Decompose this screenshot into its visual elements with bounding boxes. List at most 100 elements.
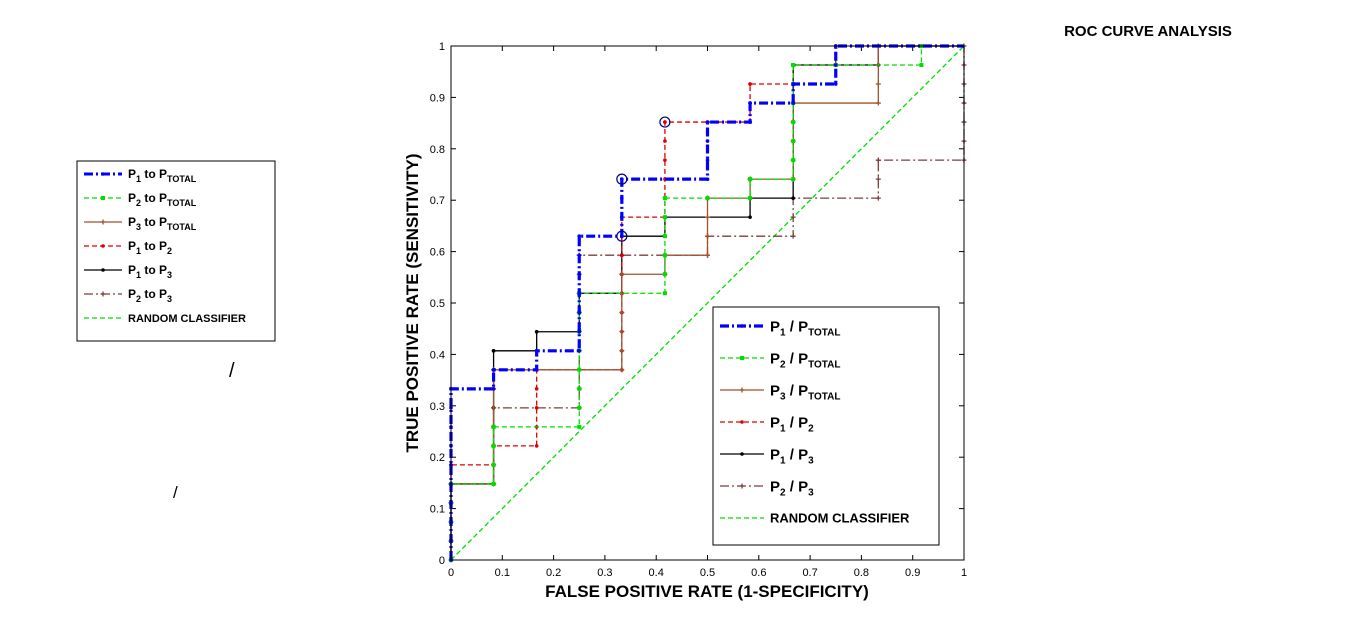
data-point	[791, 120, 796, 125]
x-tick-label: 0.6	[751, 567, 766, 579]
y-tick-label: 0.9	[430, 92, 445, 104]
x-tick-label: 0.2	[546, 567, 561, 579]
y-tick-label: 0.8	[430, 144, 445, 156]
series-line	[450, 45, 965, 561]
legend-entry: P2 to PTOTAL	[84, 191, 197, 208]
legend-label: RANDOM CLASSIFIER	[128, 313, 246, 325]
legend-entry: RANDOM CLASSIFIER	[84, 313, 246, 325]
data-point	[663, 139, 667, 143]
x-tick-label: 0.4	[649, 567, 664, 579]
main-legend: P1 / PTOTAL P2 / PTOTAL P3 / PTOTAL P1 / P2…	[712, 306, 940, 546]
data-point	[791, 196, 795, 200]
x-tick-label: 0.7	[802, 567, 817, 579]
data-point	[577, 386, 582, 391]
legend-marker	[740, 324, 744, 328]
legend-label: P1 to P2	[128, 239, 172, 256]
y-tick-label: 0.3	[430, 401, 445, 413]
data-point	[577, 291, 582, 296]
legend-marker	[101, 196, 105, 200]
legend-box	[76, 160, 276, 342]
legend-entry: P2 to P3	[84, 287, 172, 304]
y-tick-label: 1	[439, 41, 445, 53]
x-axis-label: FALSE POSITIVE RATE (1-SPECIFICITY)	[545, 582, 869, 601]
legend-marker	[101, 172, 105, 176]
data-point	[705, 120, 710, 124]
legend-entry: P1 to P3	[84, 263, 172, 280]
data-point	[534, 387, 539, 391]
legend-label: P3 to PTOTAL	[128, 215, 197, 232]
y-tick-label: 0.1	[430, 504, 445, 516]
data-point	[791, 101, 795, 105]
legend-entry: P2 / PTOTAL	[720, 350, 841, 370]
data-point	[534, 349, 539, 353]
data-point	[662, 234, 667, 239]
data-point	[705, 233, 710, 239]
legend-label: P2 / PTOTAL	[770, 350, 841, 370]
data-point	[748, 120, 752, 124]
legend-label: P1 / P2	[770, 414, 814, 434]
data-point	[620, 253, 624, 258]
data-point	[619, 329, 625, 335]
data-point	[620, 215, 624, 219]
axis-ticks: 0 0.1 0.2 0.3 0.4 0.5 0.6 0.7 0.8 0.9 1 0 0.1 0.2 0.3 0…	[430, 41, 967, 579]
data-point	[619, 271, 625, 277]
data-point	[491, 405, 497, 411]
data-point	[833, 82, 838, 86]
data-point	[491, 462, 496, 467]
data-point	[748, 215, 752, 219]
data-point	[619, 367, 625, 373]
data-point	[662, 196, 667, 201]
x-tick-label: 1	[961, 567, 967, 579]
data-point	[791, 63, 796, 68]
data-point	[663, 158, 667, 162]
legend-label: P1 / P3	[770, 446, 814, 466]
data-point	[577, 253, 582, 258]
data-point	[620, 234, 624, 238]
data-point	[791, 82, 795, 86]
data-point	[748, 177, 753, 182]
data-point	[620, 177, 624, 181]
legend-label: P1 to PTOTAL	[128, 167, 197, 184]
data-point	[491, 481, 496, 486]
data-point	[748, 101, 752, 105]
data-point	[875, 157, 881, 163]
data-point	[577, 349, 582, 353]
legend-label: P2 / P3	[770, 478, 814, 498]
legend-entry: P3 / PTOTAL	[720, 382, 841, 402]
data-point	[491, 424, 496, 429]
data-point	[791, 139, 796, 144]
highlight-point	[616, 173, 628, 185]
y-tick-label: 0	[439, 555, 445, 567]
y-tick-label: 0.2	[430, 452, 445, 464]
data-point	[577, 329, 582, 334]
x-tick-label: 0.9	[905, 567, 920, 579]
data-point	[534, 329, 539, 334]
legend-label: P2 to P3	[128, 287, 172, 304]
data-point	[919, 63, 924, 68]
data-point	[534, 406, 539, 410]
legend-entry: P1 to PTOTAL	[84, 167, 197, 184]
legend-label: RANDOM CLASSIFIER	[770, 511, 910, 526]
legend-marker	[100, 291, 106, 297]
legend-marker	[101, 268, 105, 272]
highlight-layer	[616, 116, 671, 242]
data-point	[875, 100, 881, 106]
data-point	[663, 120, 667, 124]
y-tick-label: 0.7	[430, 195, 445, 207]
legend-marker	[739, 387, 745, 393]
data-point	[705, 196, 710, 201]
data-point	[791, 177, 796, 182]
stray-slash-mark: /	[173, 483, 178, 502]
data-point	[705, 139, 710, 143]
x-tick-label: 0	[448, 567, 454, 579]
data-point	[577, 424, 582, 429]
legend-label: P2 to PTOTAL	[128, 191, 197, 208]
highlight-point	[659, 116, 671, 128]
data-point	[662, 253, 667, 258]
x-tick-label: 0.3	[597, 567, 612, 579]
x-tick-label: 0.1	[495, 567, 510, 579]
legend-entry: P1 to P2	[84, 239, 172, 256]
data-point	[790, 214, 796, 220]
legend-entry: P1 / P2	[720, 414, 814, 434]
data-point	[577, 234, 582, 238]
